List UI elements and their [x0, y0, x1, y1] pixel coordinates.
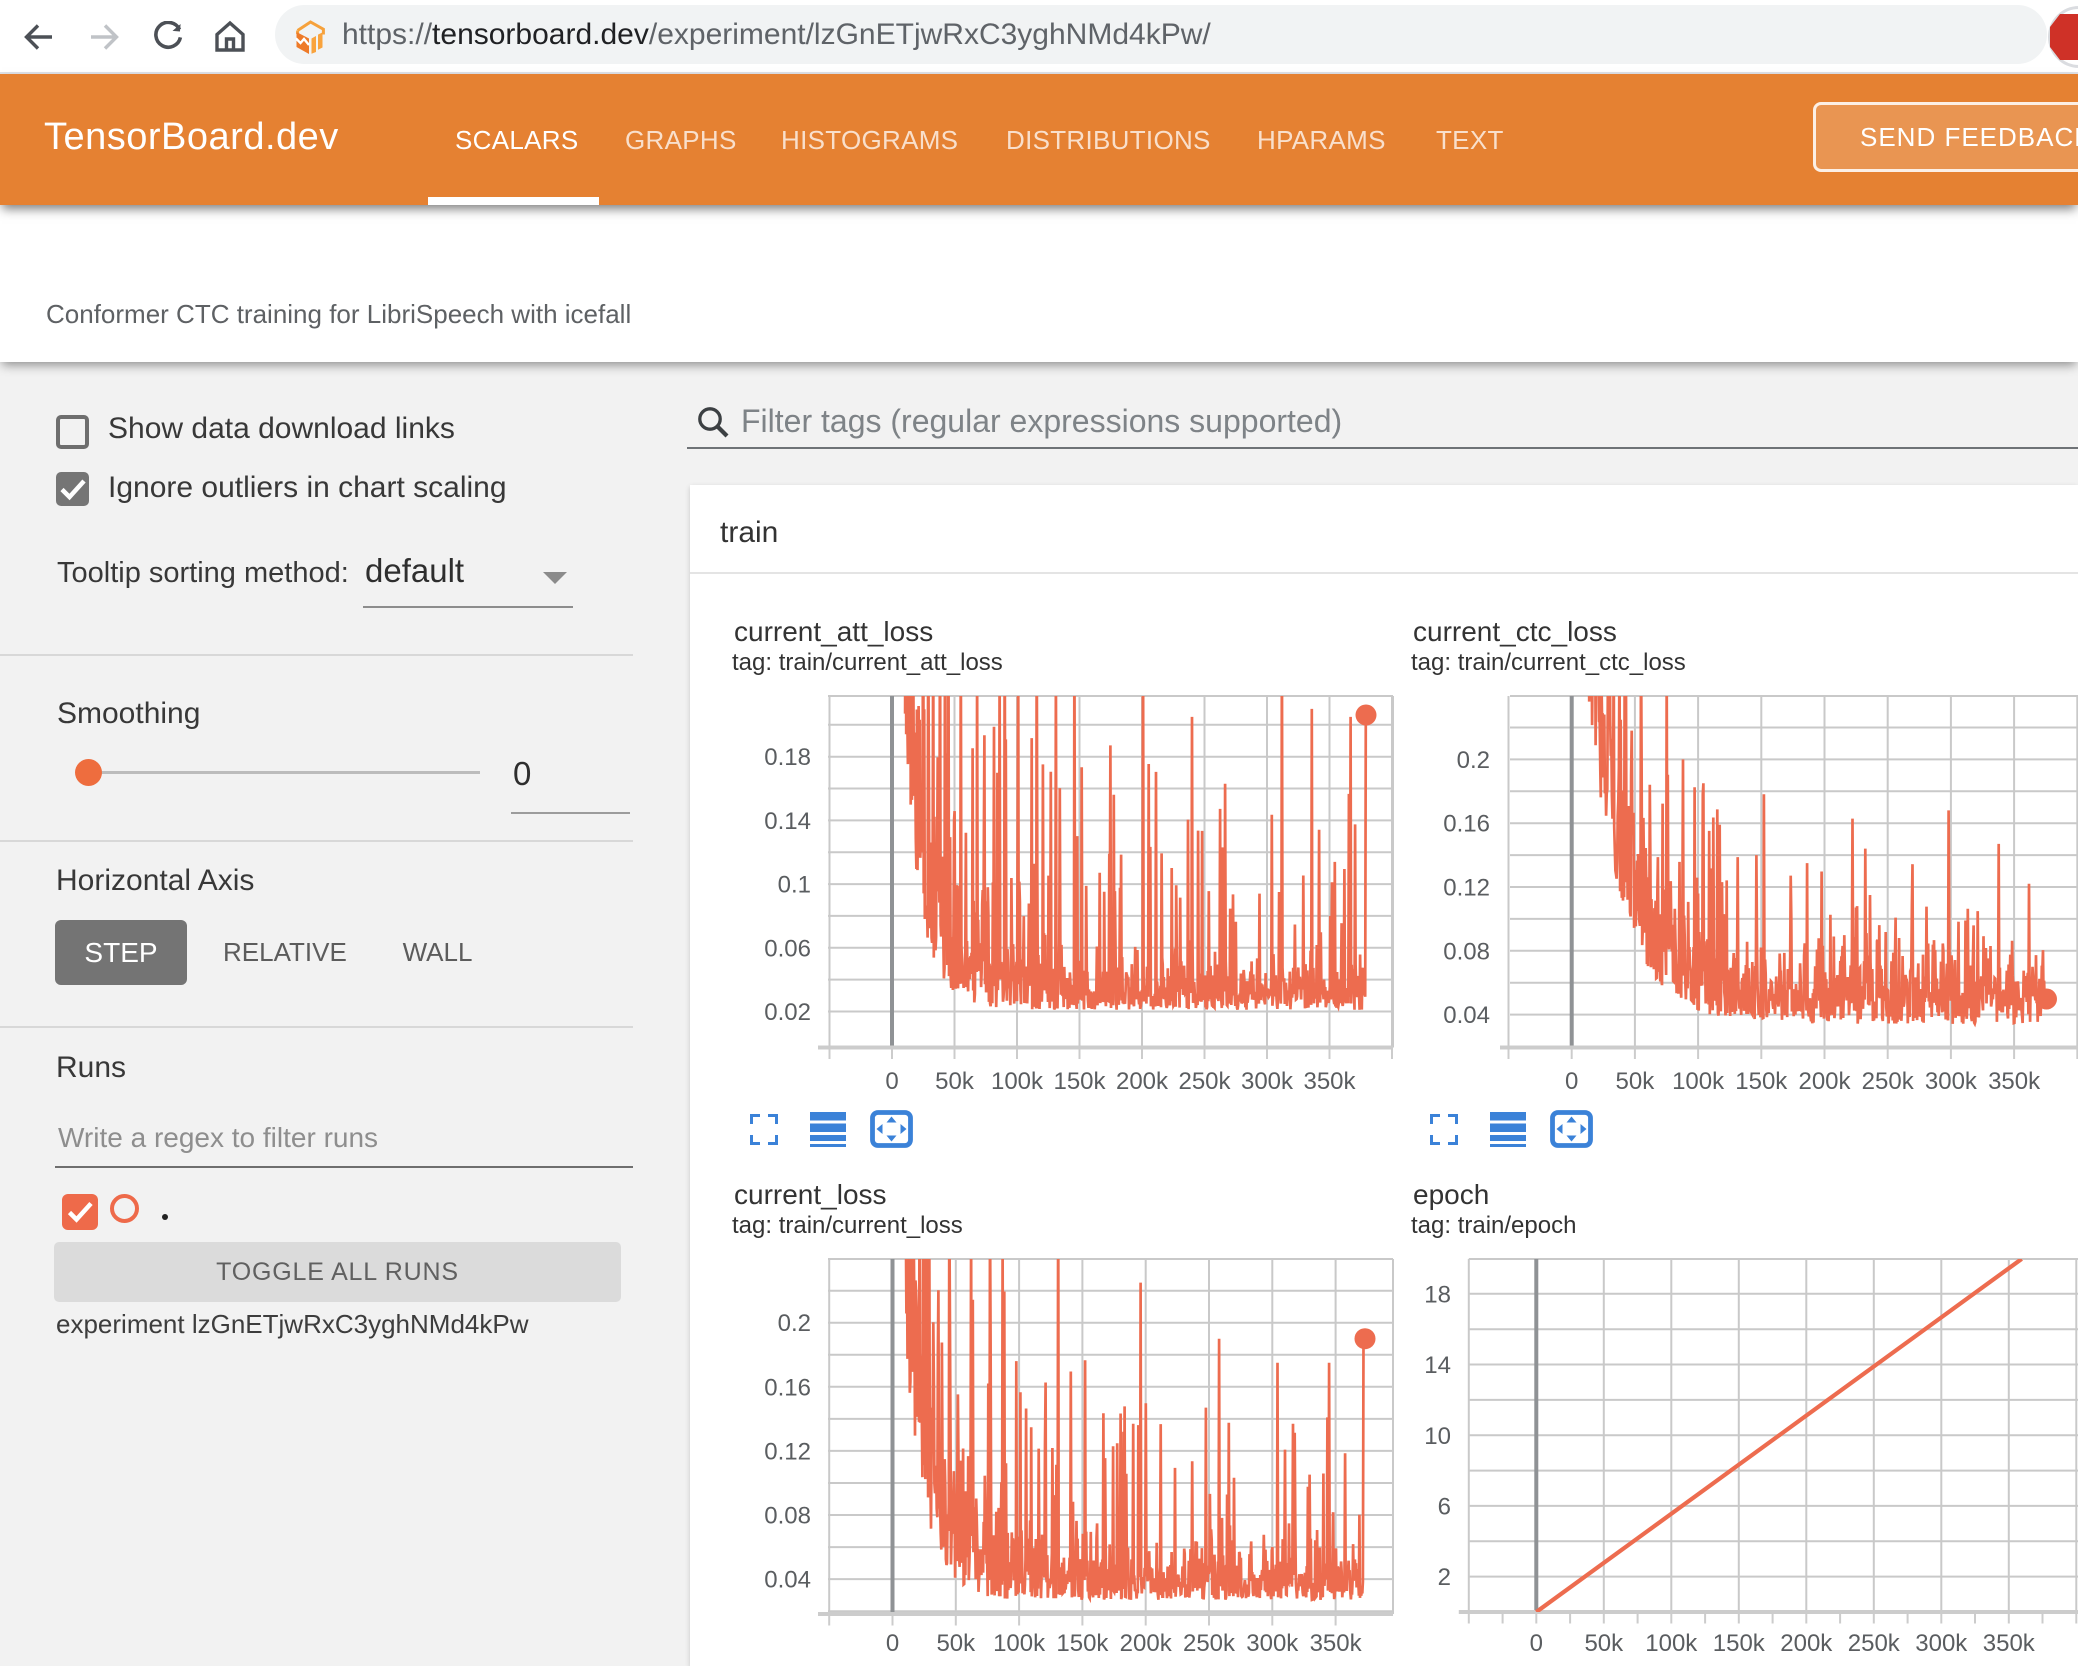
- svg-text:300k: 300k: [1246, 1630, 1299, 1657]
- svg-text:250k: 250k: [1183, 1630, 1236, 1657]
- svg-text:0: 0: [885, 1068, 898, 1095]
- svg-text:300k: 300k: [1915, 1630, 1968, 1657]
- svg-text:0.2: 0.2: [1457, 747, 1490, 774]
- svg-text:150k: 150k: [1056, 1630, 1109, 1657]
- svg-text:0.16: 0.16: [1443, 811, 1490, 838]
- svg-text:200k: 200k: [1780, 1630, 1833, 1657]
- svg-text:0.04: 0.04: [764, 1567, 811, 1594]
- svg-text:50k: 50k: [935, 1068, 975, 1095]
- svg-text:0.12: 0.12: [1443, 875, 1490, 902]
- svg-text:0: 0: [1530, 1630, 1543, 1657]
- svg-text:0.14: 0.14: [764, 808, 811, 835]
- svg-text:18: 18: [1424, 1281, 1451, 1308]
- svg-text:300k: 300k: [1241, 1068, 1294, 1095]
- svg-text:150k: 150k: [1053, 1068, 1106, 1095]
- svg-text:0.1: 0.1: [778, 872, 811, 899]
- svg-text:14: 14: [1424, 1352, 1451, 1379]
- svg-text:50k: 50k: [1616, 1068, 1656, 1095]
- svg-text:350k: 350k: [1310, 1630, 1363, 1657]
- svg-text:100k: 100k: [1672, 1068, 1725, 1095]
- svg-text:6: 6: [1438, 1493, 1451, 1520]
- svg-text:0.2: 0.2: [778, 1310, 811, 1337]
- svg-text:50k: 50k: [936, 1630, 976, 1657]
- svg-text:0.08: 0.08: [764, 1503, 811, 1530]
- svg-text:50k: 50k: [1584, 1630, 1624, 1657]
- svg-text:10: 10: [1424, 1423, 1451, 1450]
- svg-text:2: 2: [1438, 1564, 1451, 1591]
- svg-text:250k: 250k: [1862, 1068, 1915, 1095]
- svg-text:0.04: 0.04: [1443, 1002, 1490, 1029]
- svg-text:350k: 350k: [1988, 1068, 2041, 1095]
- svg-text:150k: 150k: [1735, 1068, 1788, 1095]
- svg-text:100k: 100k: [991, 1068, 1044, 1095]
- svg-text:200k: 200k: [1120, 1630, 1173, 1657]
- svg-text:100k: 100k: [993, 1630, 1046, 1657]
- svg-text:100k: 100k: [1645, 1630, 1698, 1657]
- svg-text:0.06: 0.06: [764, 935, 811, 962]
- svg-text:200k: 200k: [1798, 1068, 1851, 1095]
- svg-text:0.02: 0.02: [764, 999, 811, 1026]
- svg-text:0.12: 0.12: [764, 1438, 811, 1465]
- svg-text:150k: 150k: [1713, 1630, 1766, 1657]
- svg-text:0: 0: [886, 1630, 899, 1657]
- svg-text:0.16: 0.16: [764, 1374, 811, 1401]
- svg-text:250k: 250k: [1848, 1630, 1901, 1657]
- svg-text:350k: 350k: [1303, 1068, 1356, 1095]
- svg-text:350k: 350k: [1983, 1630, 2036, 1657]
- svg-text:250k: 250k: [1178, 1068, 1231, 1095]
- svg-text:300k: 300k: [1925, 1068, 1978, 1095]
- svg-text:0: 0: [1565, 1068, 1578, 1095]
- svg-text:200k: 200k: [1116, 1068, 1169, 1095]
- svg-text:0.18: 0.18: [764, 744, 811, 771]
- svg-text:0.08: 0.08: [1443, 938, 1490, 965]
